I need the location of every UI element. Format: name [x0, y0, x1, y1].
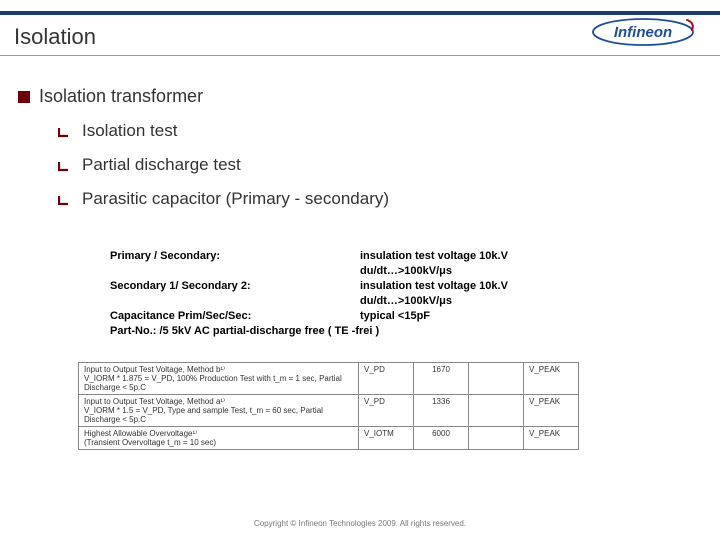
cell-value: 6000: [414, 427, 469, 450]
level2-text-0: Isolation test: [82, 121, 177, 141]
table-row: Highest Allowable Overvoltage¹⁾ (Transie…: [79, 427, 579, 450]
title-underline: [0, 55, 720, 56]
spec-row: Part-No.: /5 5kV AC partial-discharge fr…: [110, 325, 650, 337]
neg-bullet-icon: [58, 125, 72, 139]
data-table: Input to Output Test Voltage, Method b¹⁾…: [78, 362, 579, 450]
spec-row: du/dt…>100kV/μs: [110, 295, 650, 307]
cell-symbol: V_PD: [359, 363, 414, 395]
cell-symbol: V_IOTM: [359, 427, 414, 450]
cell-desc1: Input to Output Test Voltage, Method a¹⁾: [84, 397, 225, 406]
cell-value: 1670: [414, 363, 469, 395]
cell-blank: [469, 395, 524, 427]
svg-text:Infineon: Infineon: [614, 24, 672, 41]
header-bar: [0, 11, 720, 15]
cell-desc1: Input to Output Test Voltage, Method b¹⁾: [84, 365, 225, 374]
spec-block: Primary / Secondary:insulation test volt…: [110, 250, 650, 340]
content-area: Isolation transformer Isolation test Par…: [18, 86, 698, 223]
cell-desc2: V_IORM * 1.5 = V_PD, Type and sample Tes…: [84, 406, 323, 424]
infineon-logo: Infineon: [588, 16, 698, 49]
neg-bullet-icon: [58, 193, 72, 207]
cell-unit: V_PEAK: [524, 427, 579, 450]
spec-row: Capacitance Prim/Sec/Sec:typical <15pF: [110, 310, 650, 322]
level1-text: Isolation transformer: [39, 86, 203, 107]
square-bullet-icon: [18, 91, 30, 103]
spec-row: Primary / Secondary:insulation test volt…: [110, 250, 650, 262]
cell-desc2: (Transient Overvoltage t_m = 10 sec): [84, 438, 216, 447]
spec-row: Secondary 1/ Secondary 2:insulation test…: [110, 280, 650, 292]
cell-blank: [469, 363, 524, 395]
cell-symbol: V_PD: [359, 395, 414, 427]
bullet-level2-1: Partial discharge test: [58, 155, 698, 175]
level2-text-1: Partial discharge test: [82, 155, 241, 175]
table-row: Input to Output Test Voltage, Method b¹⁾…: [79, 363, 579, 395]
neg-bullet-icon: [58, 159, 72, 173]
page-title: Isolation: [14, 24, 96, 50]
bullet-level2-0: Isolation test: [58, 121, 698, 141]
table-row: Input to Output Test Voltage, Method a¹⁾…: [79, 395, 579, 427]
cell-unit: V_PEAK: [524, 395, 579, 427]
bullet-level2-2: Parasitic capacitor (Primary - secondary…: [58, 189, 698, 209]
bullet-level1: Isolation transformer: [18, 86, 698, 107]
cell-unit: V_PEAK: [524, 363, 579, 395]
cell-blank: [469, 427, 524, 450]
footer-copyright: Copyright © Infineon Technologies 2009. …: [0, 519, 720, 528]
cell-desc1: Highest Allowable Overvoltage¹⁾: [84, 429, 197, 438]
cell-value: 1336: [414, 395, 469, 427]
level2-text-2: Parasitic capacitor (Primary - secondary…: [82, 189, 389, 209]
spec-row: du/dt…>100kV/μs: [110, 265, 650, 277]
cell-desc2: V_IORM * 1.875 = V_PD, 100% Production T…: [84, 374, 342, 392]
